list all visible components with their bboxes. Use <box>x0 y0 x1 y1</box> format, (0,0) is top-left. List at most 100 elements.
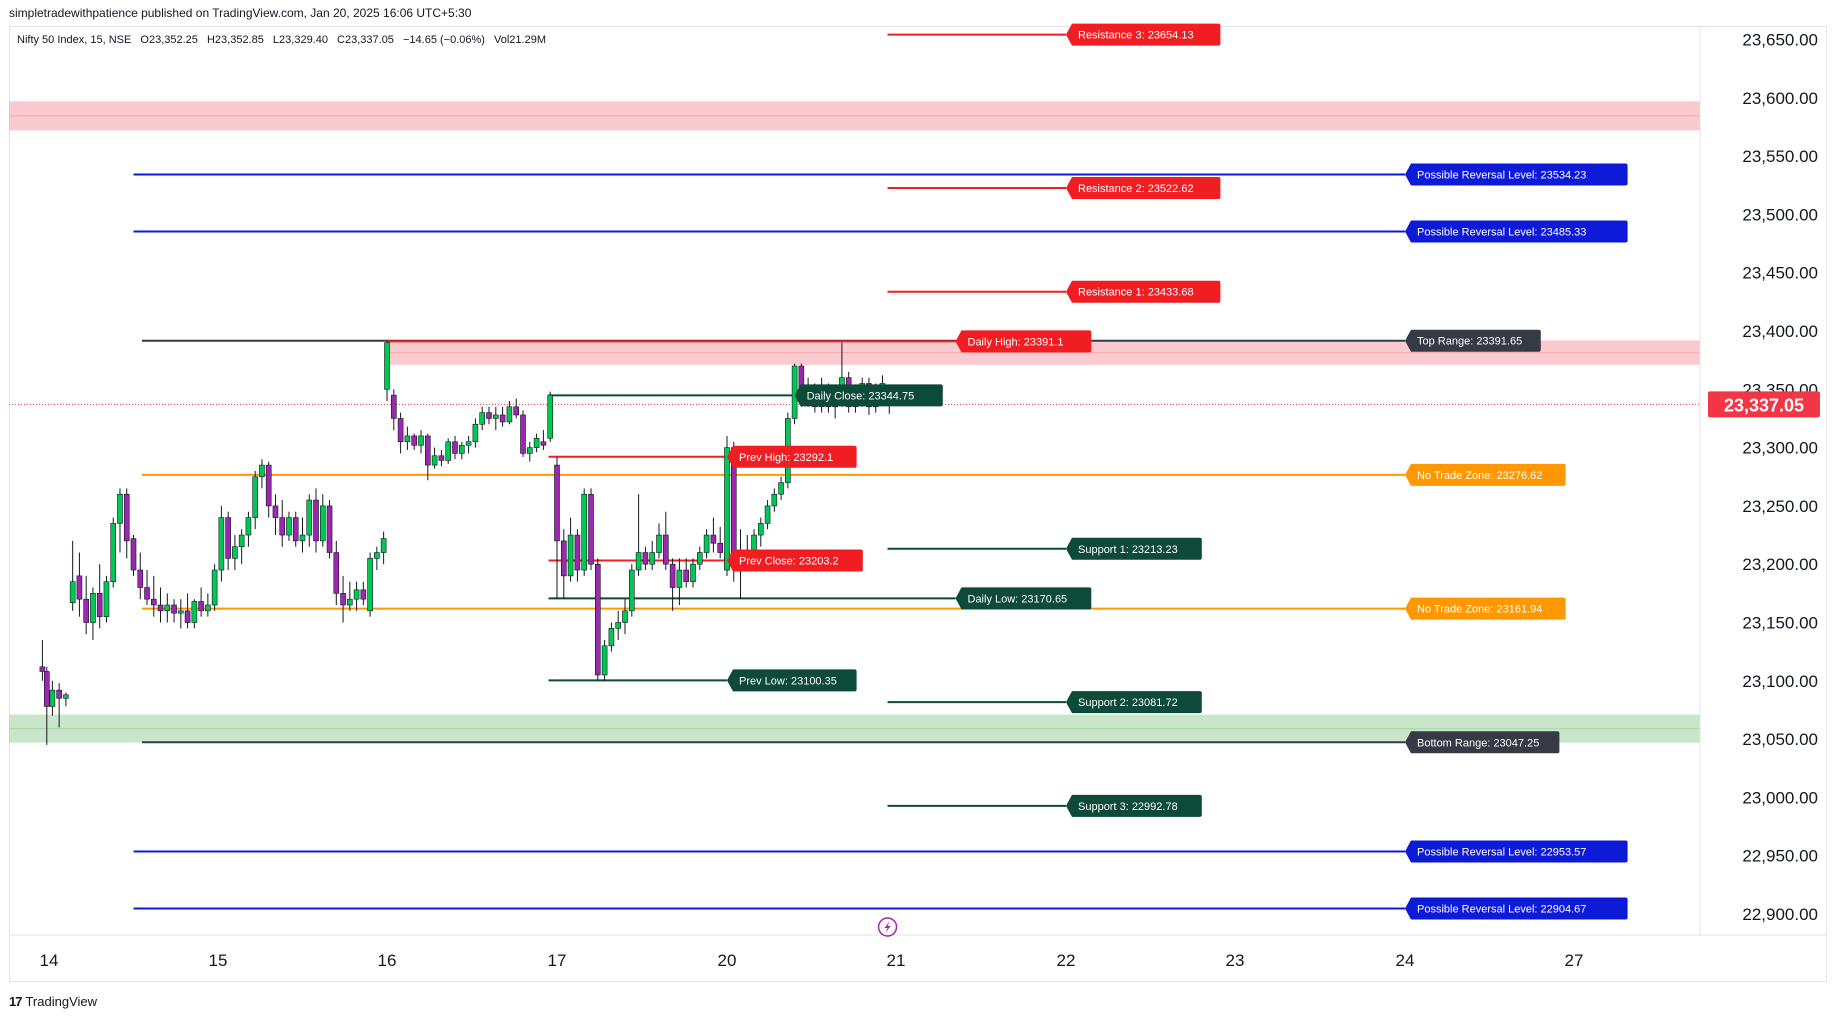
candle[interactable] <box>245 511 252 547</box>
candle[interactable] <box>286 511 292 541</box>
candle[interactable] <box>513 398 520 419</box>
candle[interactable] <box>418 430 424 454</box>
level-tag[interactable]: Top Range: 23391.65 <box>1405 329 1541 352</box>
candle[interactable] <box>581 488 588 576</box>
candle[interactable] <box>313 488 319 553</box>
candle[interactable] <box>110 517 117 588</box>
candle[interactable] <box>63 692 69 707</box>
candle[interactable] <box>703 529 710 559</box>
candle[interactable] <box>574 529 581 582</box>
candle[interactable] <box>123 488 130 559</box>
candle[interactable] <box>367 552 373 617</box>
candle[interactable] <box>764 500 771 530</box>
candle[interactable] <box>205 593 211 617</box>
level-tag[interactable]: Resistance 1: 23433.68 <box>1066 280 1221 303</box>
candle[interactable] <box>506 400 513 425</box>
candle[interactable] <box>601 639 608 681</box>
candle[interactable] <box>360 581 367 606</box>
candle[interactable] <box>635 494 642 576</box>
candle[interactable] <box>472 418 479 448</box>
level-tag[interactable]: Prev Close: 23203.2 <box>727 549 863 572</box>
level-tag[interactable]: Possible Reversal Level: 22953.57 <box>1405 840 1628 863</box>
candle[interactable] <box>306 494 313 547</box>
candle[interactable] <box>717 526 724 559</box>
level-tag[interactable]: Possible Reversal Level: 23485.33 <box>1405 220 1628 243</box>
candle[interactable] <box>724 435 730 576</box>
candle[interactable] <box>540 430 547 450</box>
candle[interactable] <box>594 558 601 681</box>
candle[interactable] <box>608 622 615 652</box>
candle[interactable] <box>171 599 177 623</box>
candle[interactable] <box>211 564 218 611</box>
candle[interactable] <box>669 558 676 611</box>
level-tag[interactable]: Prev Low: 23100.35 <box>727 669 857 692</box>
level-tag[interactable]: Resistance 3: 23654.13 <box>1066 23 1221 46</box>
candle[interactable] <box>642 546 649 571</box>
level-tag[interactable]: Support 2: 23081.72 <box>1066 691 1202 714</box>
level-tag[interactable]: Possible Reversal Level: 22904.67 <box>1405 897 1628 920</box>
level-tag[interactable]: Daily Close: 23344.75 <box>794 384 943 407</box>
candle[interactable] <box>238 529 245 565</box>
candle[interactable] <box>397 412 404 454</box>
candle[interactable] <box>96 564 103 629</box>
level-tag[interactable]: Resistance 2: 23522.62 <box>1066 177 1221 200</box>
candle[interactable] <box>588 488 594 571</box>
candle[interactable] <box>486 406 492 425</box>
candle[interactable] <box>390 389 397 431</box>
candle[interactable] <box>710 517 717 553</box>
candle[interactable] <box>380 531 387 565</box>
candle[interactable] <box>771 488 778 512</box>
candle[interactable] <box>554 456 560 600</box>
candle[interactable] <box>479 406 486 431</box>
candle[interactable] <box>103 575 110 623</box>
candle[interactable] <box>279 500 286 547</box>
candle[interactable] <box>184 593 191 629</box>
candle[interactable] <box>43 666 50 745</box>
candle[interactable] <box>560 529 567 600</box>
candle[interactable] <box>520 410 526 457</box>
candle[interactable] <box>272 494 279 536</box>
candle[interactable] <box>628 564 635 617</box>
candle[interactable] <box>452 435 458 460</box>
level-tag[interactable]: Daily High: 23391.1 <box>955 330 1092 353</box>
level-tag[interactable]: Possible Reversal Level: 23534.23 <box>1405 163 1628 186</box>
candle[interactable] <box>547 391 554 442</box>
level-tag[interactable]: Daily Low: 23170.65 <box>955 587 1092 610</box>
candle[interactable] <box>533 433 540 453</box>
candle[interactable] <box>353 581 360 611</box>
candle[interactable] <box>615 610 622 640</box>
candle[interactable] <box>662 511 669 571</box>
level-tag[interactable]: No Trade Zone: 23161.94 <box>1405 597 1566 620</box>
candle[interactable] <box>90 587 96 640</box>
candle[interactable] <box>218 505 225 582</box>
candle[interactable] <box>384 340 390 401</box>
candle[interactable] <box>292 511 299 547</box>
level-tag[interactable]: Prev High: 23292.1 <box>727 445 857 468</box>
candle[interactable] <box>326 500 333 559</box>
candle[interactable] <box>39 639 46 681</box>
candle[interactable] <box>150 575 157 617</box>
candle[interactable] <box>49 680 56 716</box>
candle[interactable] <box>164 593 171 623</box>
candle[interactable] <box>458 441 465 460</box>
candle[interactable] <box>76 552 83 617</box>
candle[interactable] <box>137 552 144 600</box>
legend-symbol[interactable]: Nifty 50 Index, 15, NSE <box>17 34 132 46</box>
candle[interactable] <box>757 517 764 547</box>
candle[interactable] <box>567 517 574 582</box>
candle[interactable] <box>299 517 306 553</box>
candle[interactable] <box>56 683 62 728</box>
candle[interactable] <box>696 546 703 571</box>
candle[interactable] <box>259 459 265 489</box>
candle[interactable] <box>649 540 656 571</box>
candle[interactable] <box>445 438 452 464</box>
dividend-lightning-icon[interactable] <box>877 917 898 937</box>
candle[interactable] <box>130 535 137 576</box>
candle[interactable] <box>333 540 340 606</box>
candle[interactable] <box>622 599 628 635</box>
candle[interactable] <box>778 476 784 501</box>
candle[interactable] <box>690 558 696 588</box>
candle[interactable] <box>117 488 123 553</box>
candle[interactable] <box>225 511 231 571</box>
candle[interactable] <box>374 546 380 571</box>
